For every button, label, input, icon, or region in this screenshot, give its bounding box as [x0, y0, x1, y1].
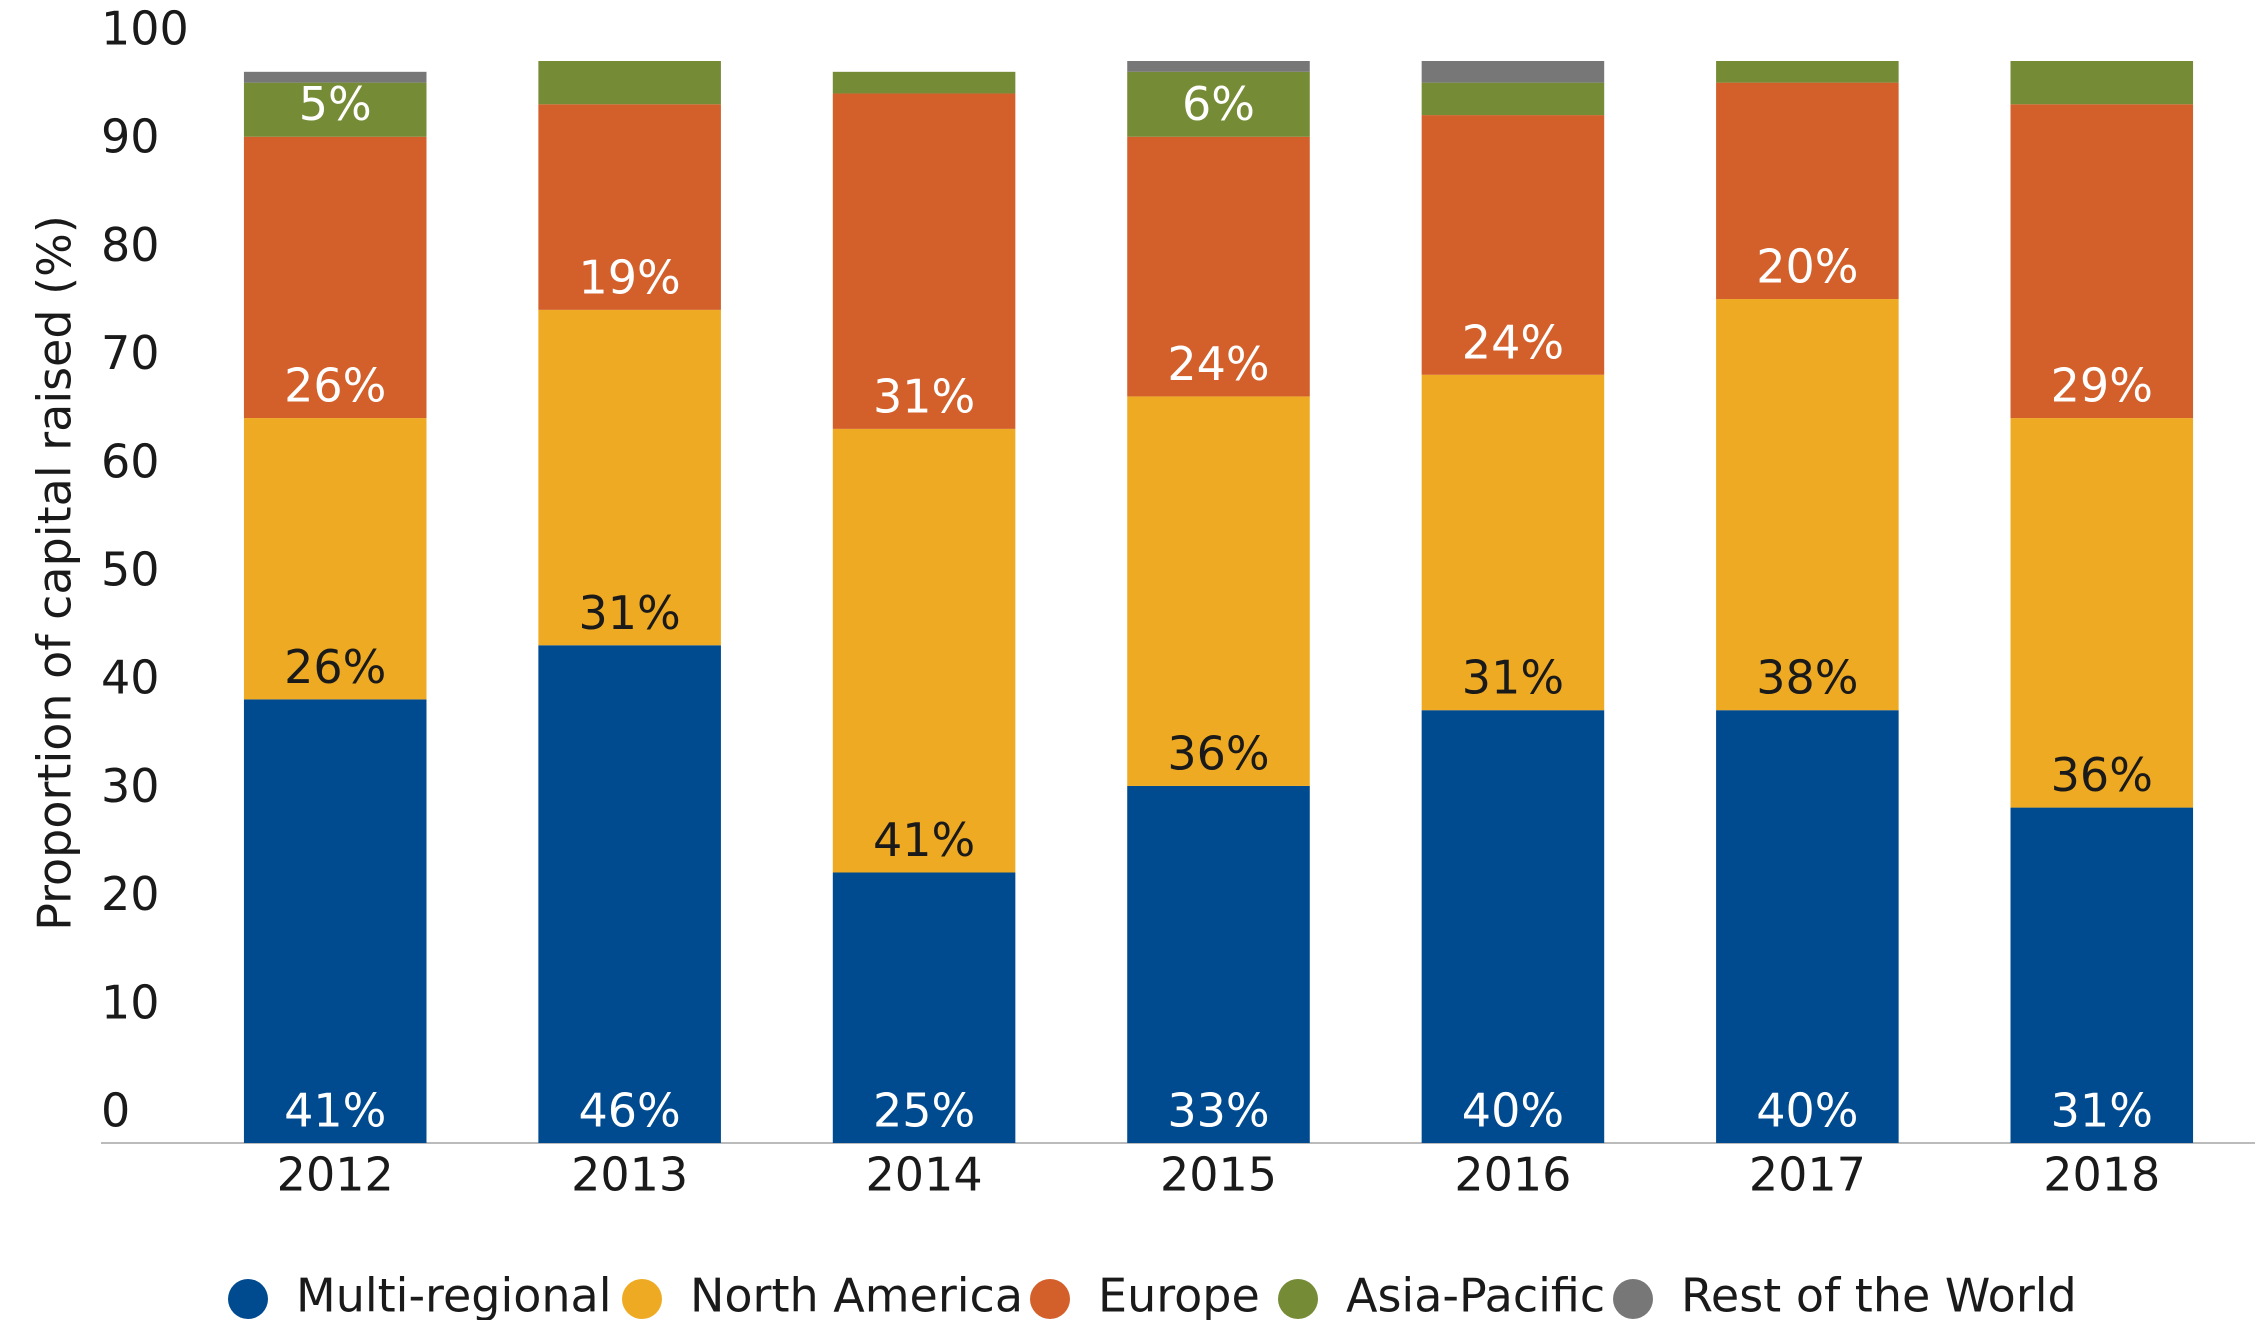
data-label: 41% — [873, 813, 975, 867]
bar-segment — [2010, 418, 2194, 808]
bar-segment — [1716, 61, 1899, 83]
bar-segment — [832, 93, 1016, 429]
y-tick-label: 20 — [101, 867, 160, 921]
data-label: 40% — [1756, 1084, 1858, 1138]
legend-marker — [1278, 1279, 1318, 1319]
data-label: 26% — [284, 359, 386, 413]
bar-segment — [832, 428, 1016, 873]
bar-segment — [1716, 710, 1899, 1143]
bar-segment — [243, 418, 427, 700]
data-label: 26% — [284, 640, 386, 694]
y-tick-label: 100 — [101, 2, 189, 56]
x-tick-label: 2012 — [277, 1148, 394, 1202]
y-tick-label: 0 — [101, 1084, 130, 1138]
y-tick-label: 30 — [101, 759, 160, 813]
legend-label: Europe — [1098, 1269, 1260, 1320]
legend-marker — [622, 1279, 662, 1319]
x-tick-label: 2016 — [1454, 1148, 1571, 1202]
legend-marker — [1613, 1279, 1653, 1319]
bar-segment — [832, 872, 1016, 1143]
bar-segment — [1421, 374, 1605, 711]
bar-segment — [243, 71, 427, 83]
y-tick-label: 70 — [101, 326, 160, 380]
bar-segment — [2010, 104, 2194, 419]
data-label: 31% — [1462, 651, 1564, 705]
data-label: 31% — [873, 369, 975, 423]
y-axis-title: Proportion of capital raised (%) — [28, 215, 82, 931]
bar-segment — [1127, 396, 1310, 786]
data-label: 29% — [2051, 359, 2153, 413]
bar-segment — [2010, 807, 2194, 1143]
x-tick-label: 2014 — [866, 1148, 983, 1202]
data-label: 46% — [579, 1084, 681, 1138]
data-label: 40% — [1462, 1084, 1564, 1138]
bar-segment — [243, 699, 427, 1143]
y-tick-label: 50 — [101, 543, 160, 597]
data-label: 36% — [2051, 748, 2153, 802]
y-tick-label: 90 — [101, 110, 160, 164]
bar-segment — [538, 61, 721, 105]
x-tick-label: 2017 — [1749, 1148, 1866, 1202]
legend-marker — [1030, 1279, 1070, 1319]
bar-segment — [243, 82, 427, 137]
bar-segment — [538, 104, 721, 310]
legend-label: Rest of the World — [1681, 1269, 2077, 1320]
y-tick-label: 60 — [101, 434, 160, 488]
bar-segment — [243, 136, 427, 419]
data-label: 5% — [299, 77, 372, 131]
bar-segment — [1421, 115, 1605, 375]
data-label: 31% — [579, 586, 681, 640]
x-tick-label: 2013 — [571, 1148, 688, 1202]
data-label: 19% — [579, 250, 681, 304]
bar-segment — [1421, 710, 1605, 1143]
bar-segment — [1716, 299, 1899, 711]
data-label: 20% — [1756, 240, 1858, 294]
x-tick-label: 2015 — [1160, 1148, 1277, 1202]
bar-segment — [1127, 61, 1310, 72]
bar-segment — [1127, 136, 1310, 397]
bar-segment — [1127, 785, 1310, 1143]
legend-label: Asia-Pacific — [1346, 1269, 1605, 1320]
data-label: 24% — [1167, 337, 1269, 391]
bar-segment — [538, 309, 721, 646]
bar-segment — [832, 71, 1016, 94]
data-label: 33% — [1167, 1084, 1269, 1138]
legend-marker — [228, 1279, 268, 1319]
data-label: 24% — [1462, 315, 1564, 369]
bar-segment — [1421, 61, 1605, 83]
legend-label: North America — [690, 1269, 1023, 1320]
data-label: 25% — [873, 1084, 975, 1138]
y-tick-label: 80 — [101, 218, 160, 272]
bar-segment — [1127, 71, 1310, 137]
bar-segment — [2010, 61, 2194, 105]
data-label: 6% — [1182, 77, 1255, 131]
data-label: 38% — [1756, 651, 1858, 705]
y-tick-label: 40 — [101, 651, 160, 705]
bar-segment — [538, 645, 721, 1143]
bar-segment — [1716, 82, 1899, 300]
x-tick-label: 2018 — [2043, 1148, 2160, 1202]
legend-label: Multi-regional — [296, 1269, 612, 1320]
bar-segment — [1421, 82, 1605, 116]
data-label: 31% — [2051, 1084, 2153, 1138]
data-label: 41% — [284, 1084, 386, 1138]
y-tick-label: 10 — [101, 975, 160, 1029]
data-label: 36% — [1167, 726, 1269, 780]
